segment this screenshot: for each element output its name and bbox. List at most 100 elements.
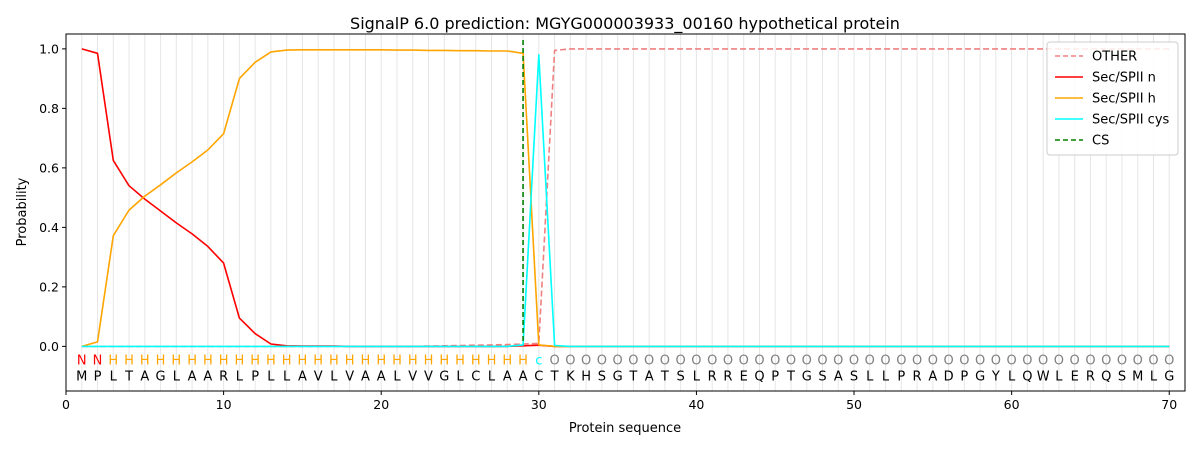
region-label: O bbox=[865, 353, 875, 368]
region-label: H bbox=[392, 353, 402, 368]
sequence-letter: A bbox=[377, 369, 386, 384]
region-label: N bbox=[93, 353, 103, 368]
region-label: O bbox=[1164, 353, 1174, 368]
region-label: O bbox=[597, 353, 607, 368]
sequence-letter: L bbox=[283, 369, 291, 384]
region-label: H bbox=[108, 353, 118, 368]
y-tick-label: 0.0 bbox=[39, 339, 59, 354]
sequence-letter: L bbox=[1055, 369, 1063, 384]
x-tick-label: 50 bbox=[846, 397, 862, 412]
region-label: H bbox=[234, 353, 244, 368]
region-label: H bbox=[424, 353, 434, 368]
sequence-letter: A bbox=[188, 369, 197, 384]
y-tick-label: 0.8 bbox=[39, 101, 59, 116]
sequence-letter: A bbox=[503, 369, 512, 384]
series-line-other bbox=[81, 48, 1170, 348]
sequence-letter: S bbox=[1118, 369, 1126, 384]
region-label: O bbox=[1007, 353, 1017, 368]
region-label: O bbox=[928, 353, 938, 368]
region-label: O bbox=[565, 353, 575, 368]
sequence-letter: A bbox=[298, 369, 307, 384]
sequence-letter: T bbox=[660, 369, 669, 384]
sequence-letter: C bbox=[534, 369, 543, 384]
region-label: O bbox=[628, 353, 638, 368]
region-label: O bbox=[707, 353, 717, 368]
sequence-letter: G bbox=[802, 369, 812, 384]
y-tick-label: 0.4 bbox=[39, 220, 59, 235]
sequence-letter: R bbox=[723, 369, 732, 384]
region-label: O bbox=[644, 353, 654, 368]
region-label: O bbox=[833, 353, 843, 368]
sequence-letter: S bbox=[818, 369, 826, 384]
region-label: N bbox=[77, 353, 87, 368]
chart-title: SignalP 6.0 prediction: MGYG000003933_00… bbox=[350, 14, 900, 34]
region-label: H bbox=[250, 353, 260, 368]
sequence-letter: G bbox=[975, 369, 985, 384]
region-label: O bbox=[691, 353, 701, 368]
region-label: O bbox=[660, 353, 670, 368]
region-label: O bbox=[1022, 353, 1032, 368]
sequence-letter: S bbox=[598, 369, 606, 384]
sequence-letter: G bbox=[156, 369, 166, 384]
region-label: H bbox=[124, 353, 134, 368]
sequence-letter: G bbox=[439, 369, 449, 384]
sequence-letter: L bbox=[882, 369, 890, 384]
sequence-letter: A bbox=[361, 369, 370, 384]
sequence-letter: P bbox=[251, 369, 259, 384]
sequence-letter: E bbox=[1071, 369, 1079, 384]
sequence-letter: P bbox=[94, 369, 102, 384]
region-label: H bbox=[156, 353, 166, 368]
legend-label: CS bbox=[1092, 134, 1109, 149]
y-tick-label: 1.0 bbox=[39, 41, 59, 56]
sequence-letter: W bbox=[1037, 369, 1050, 384]
region-label: H bbox=[408, 353, 418, 368]
region-label: H bbox=[187, 353, 197, 368]
sequence-letter: C bbox=[471, 369, 480, 384]
sequence-letter: R bbox=[708, 369, 717, 384]
sequence-letter: L bbox=[173, 369, 181, 384]
region-label: O bbox=[849, 353, 859, 368]
region-label: O bbox=[1133, 353, 1143, 368]
residue-labels: NMNPHLHTHAHGHLHAHAHRHLHPHLHLHAHVHLHVHAHA… bbox=[76, 353, 1174, 384]
region-label: O bbox=[802, 353, 812, 368]
sequence-letter: K bbox=[566, 369, 575, 384]
region-label: H bbox=[502, 353, 512, 368]
sequence-letter: L bbox=[110, 369, 118, 384]
sequence-letter: A bbox=[645, 369, 654, 384]
sequence-letter: Q bbox=[1022, 369, 1032, 384]
x-tick-label: 20 bbox=[373, 397, 389, 412]
x-tick-label: 60 bbox=[1004, 397, 1020, 412]
sequence-letter: S bbox=[677, 369, 685, 384]
sequence-letter: L bbox=[236, 369, 244, 384]
sequence-letter: L bbox=[1008, 369, 1016, 384]
sequence-letter: L bbox=[866, 369, 874, 384]
x-tick-label: 70 bbox=[1161, 397, 1177, 412]
legend: OTHER Sec/SPII n Sec/SPII h Sec/SPII cys CS bbox=[1046, 41, 1179, 156]
region-label: H bbox=[361, 353, 371, 368]
sequence-letter: R bbox=[219, 369, 228, 384]
sequence-letter: L bbox=[393, 369, 401, 384]
sequence-letter: L bbox=[693, 369, 701, 384]
region-label: c bbox=[535, 353, 542, 368]
region-label: H bbox=[171, 353, 181, 368]
y-axis-ticks: 0.0 0.2 0.4 0.6 0.8 1.0 bbox=[39, 41, 66, 354]
region-label: O bbox=[975, 353, 985, 368]
sequence-letter: R bbox=[913, 369, 922, 384]
legend-label: Sec/SPII cys bbox=[1092, 113, 1170, 128]
region-label: O bbox=[754, 353, 764, 368]
region-label: O bbox=[1038, 353, 1048, 368]
region-label: O bbox=[739, 353, 749, 368]
region-label: O bbox=[912, 353, 922, 368]
region-label: O bbox=[723, 353, 733, 368]
y-tick-label: 0.6 bbox=[39, 160, 59, 175]
region-label: H bbox=[455, 353, 465, 368]
region-label: H bbox=[345, 353, 355, 368]
sequence-letter: R bbox=[1086, 369, 1095, 384]
x-tick-label: 10 bbox=[216, 397, 232, 412]
region-label: H bbox=[140, 353, 150, 368]
legend-box bbox=[1046, 41, 1179, 156]
region-label: O bbox=[676, 353, 686, 368]
x-tick-label: 30 bbox=[531, 397, 547, 412]
region-label: H bbox=[518, 353, 528, 368]
legend-label: Sec/SPII n bbox=[1092, 71, 1156, 86]
